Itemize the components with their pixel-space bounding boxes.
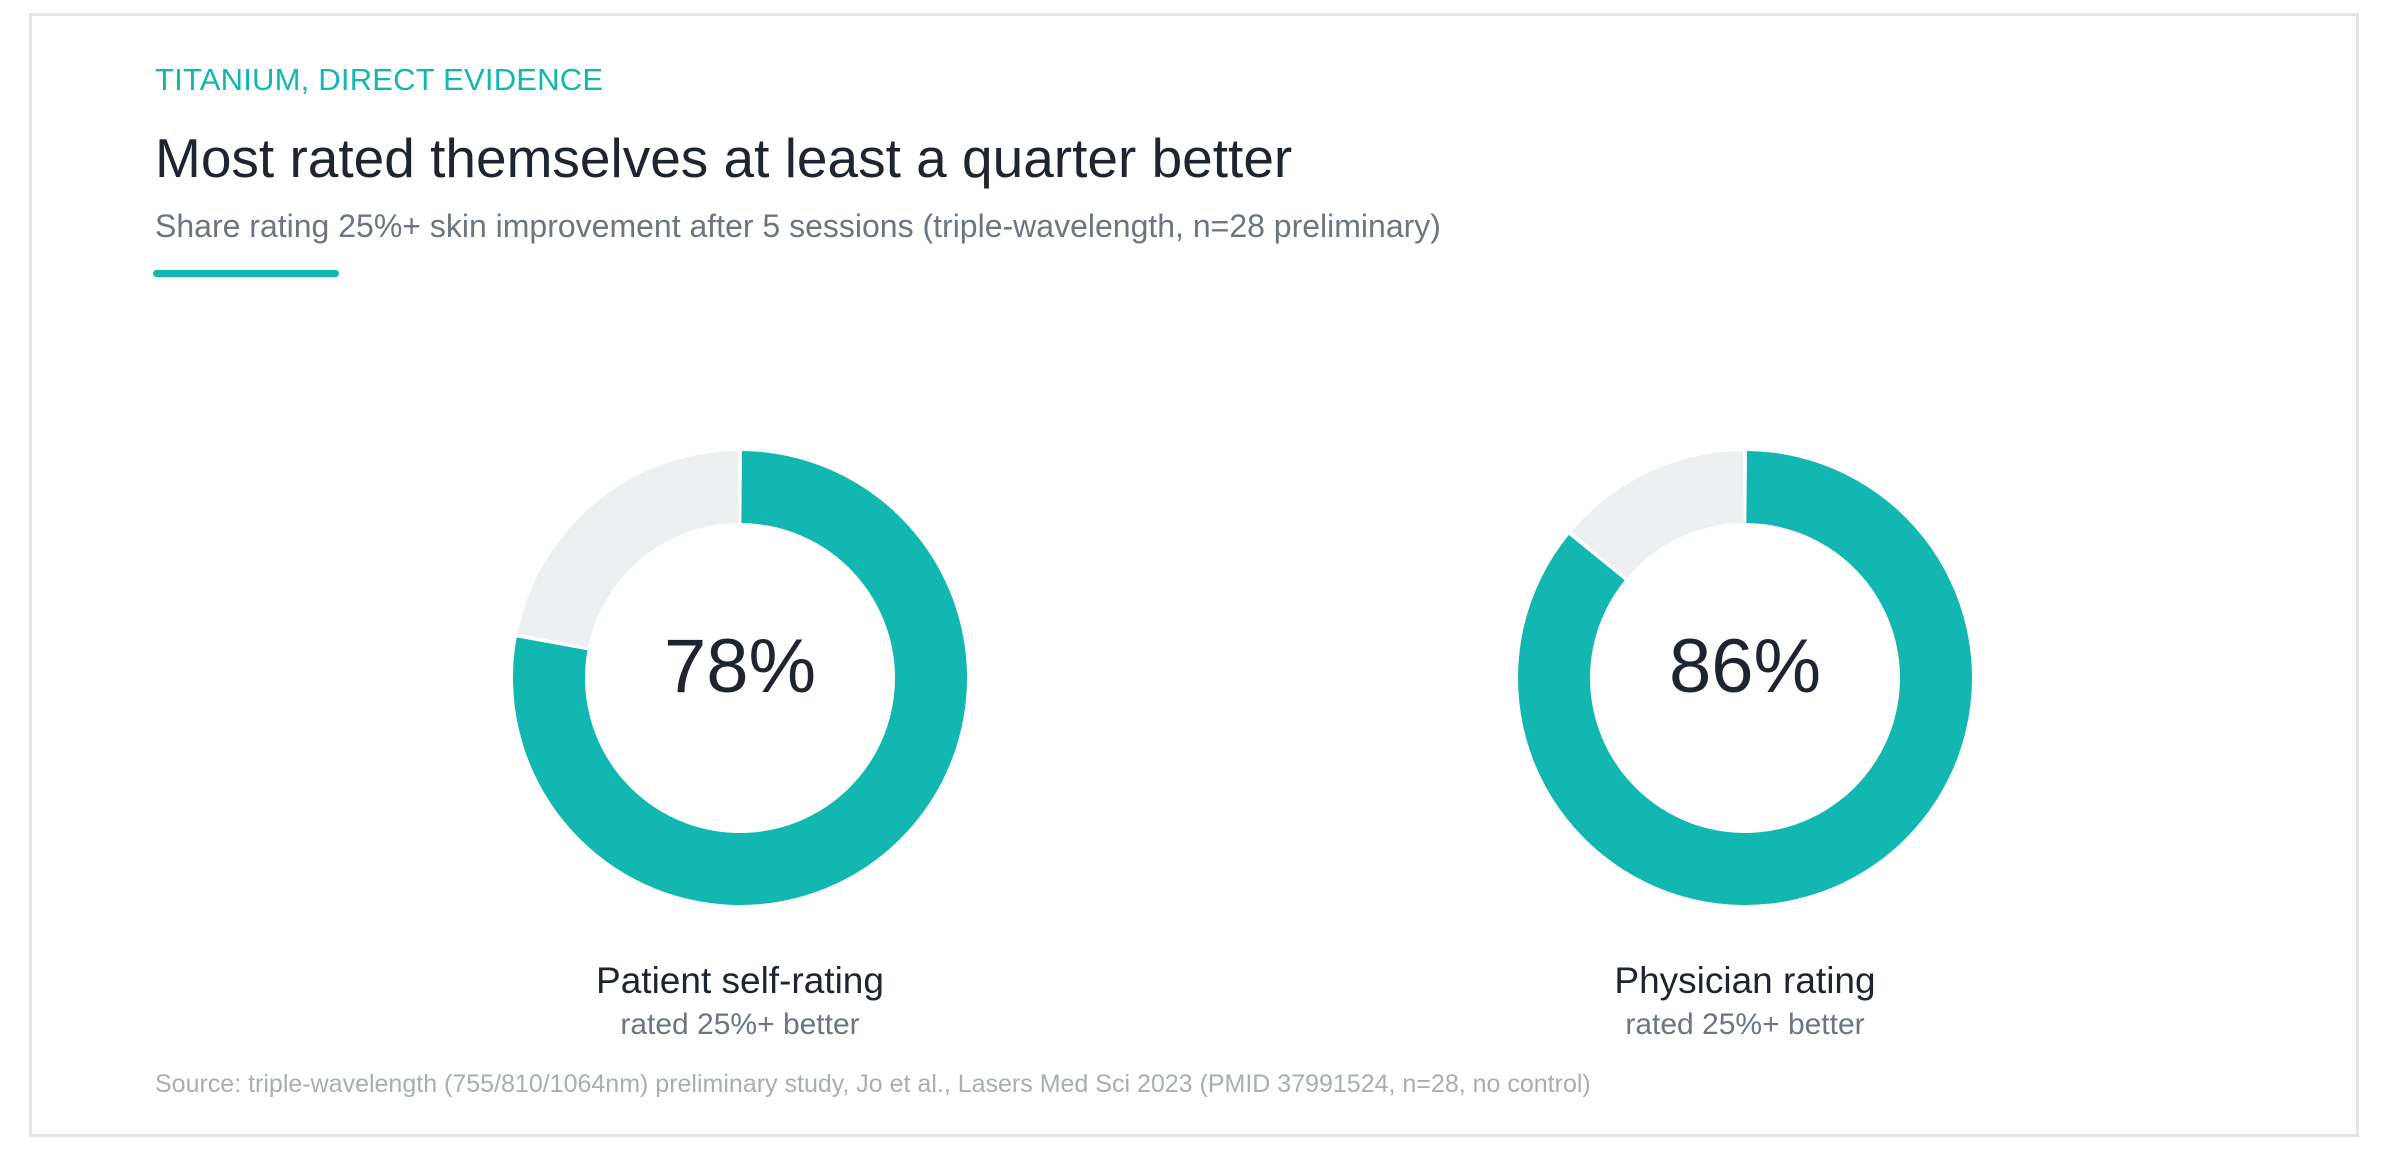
- donut-physician-rating: 86%: [1518, 451, 1972, 905]
- eyebrow-label: TITANIUM, DIRECT EVIDENCE: [155, 62, 604, 97]
- chart-title: Most rated themselves at least a quarter…: [155, 127, 1293, 189]
- title-accent-rule: [153, 270, 339, 277]
- donut-slices-physician: [1518, 451, 1972, 905]
- donut-label-patient: Patient self-rating: [596, 960, 884, 1001]
- chart-subtitle: Share rating 25%+ skin improvement after…: [155, 208, 1441, 244]
- donut-value-patient: 78%: [664, 624, 816, 709]
- chart-card: [29, 13, 2359, 1137]
- donut-slice-remainder: [1571, 451, 1744, 579]
- donut-sublabel-patient: rated 25%+ better: [620, 1008, 860, 1041]
- donut-slice-rated-better: [513, 451, 967, 905]
- donut-patient-self-rating: 78%: [513, 451, 967, 905]
- donut-sublabel-physician: rated 25%+ better: [1625, 1008, 1865, 1041]
- donut-slices-patient: [513, 451, 967, 905]
- donut-value-physician: 86%: [1669, 624, 1821, 709]
- donut-slice-rated-better: [1518, 451, 1972, 905]
- source-note: Source: triple-wavelength (755/810/1064n…: [155, 1070, 1591, 1098]
- donut-slice-remainder: [517, 451, 739, 648]
- donut-label-physician: Physician rating: [1614, 960, 1876, 1001]
